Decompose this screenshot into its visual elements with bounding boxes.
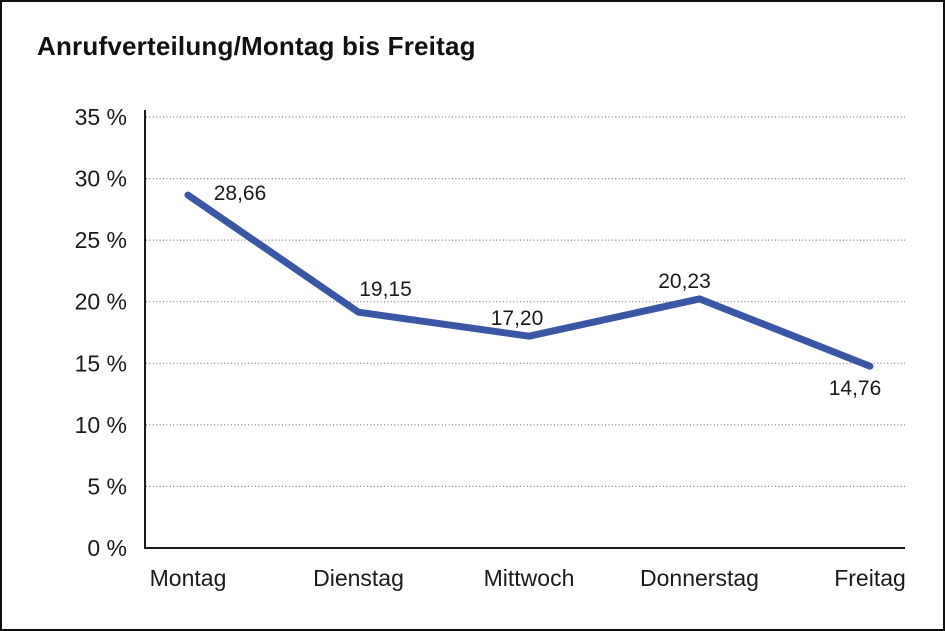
- chart-title: Anrufverteilung/Montag bis Freitag: [37, 31, 476, 61]
- point-label-donnerstag: 20,23: [658, 270, 711, 293]
- x-category-label-donnerstag: Donnerstag: [640, 565, 759, 591]
- y-tick-label: 35 %: [75, 104, 127, 130]
- y-tick-label: 20 %: [75, 289, 127, 315]
- y-tick-label: 5 %: [87, 473, 127, 499]
- x-category-label-dienstag: Dienstag: [313, 565, 404, 591]
- y-tick-label: 25 %: [75, 227, 127, 253]
- point-label-freitag: 14,76: [829, 377, 882, 400]
- point-label-dienstag: 19,15: [359, 278, 412, 301]
- x-category-label-mittwoch: Mittwoch: [484, 565, 575, 591]
- y-tick-label: 30 %: [75, 166, 127, 192]
- y-tick-label: 0 %: [87, 535, 127, 561]
- x-category-label-montag: Montag: [150, 565, 227, 591]
- x-category-label-freitag: Freitag: [834, 565, 906, 591]
- point-label-montag: 28,66: [214, 182, 267, 205]
- y-tick-label: 10 %: [75, 412, 127, 438]
- point-label-mittwoch: 17,20: [491, 307, 544, 330]
- y-tick-label: 15 %: [75, 350, 127, 376]
- data-line: [184, 191, 874, 370]
